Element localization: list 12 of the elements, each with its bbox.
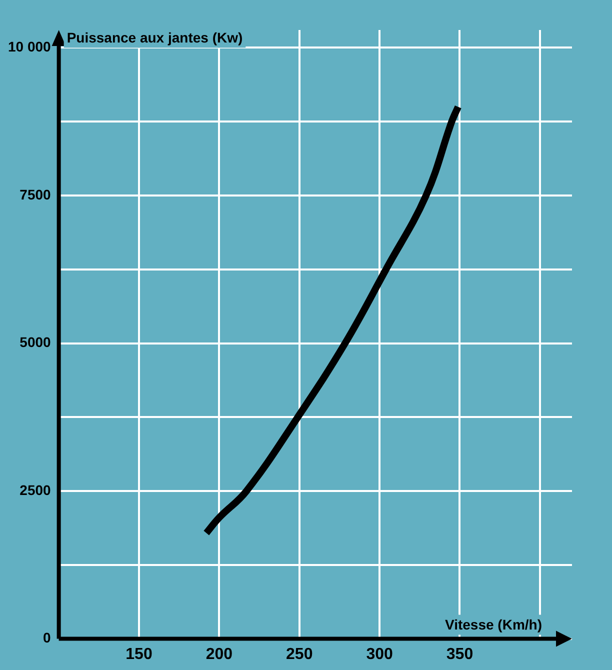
y-axis-title: Puissance aux jantes (Kw): [66, 30, 243, 46]
x-tick-label: 300: [366, 646, 394, 663]
x-tick-label: 350: [446, 646, 474, 663]
y-tick-label: 5000: [20, 334, 52, 350]
y-tick-label: 7500: [20, 186, 52, 202]
x-tick-label: 250: [286, 646, 313, 663]
y-tick-label: 10 000: [8, 38, 52, 55]
y-tick-label: 0: [43, 630, 52, 646]
x-tick-label: 150: [126, 646, 152, 663]
y-tick-label: 2500: [20, 482, 52, 498]
x-tick-label: 200: [206, 646, 233, 663]
x-axis-title: Vitesse (Km/h): [445, 616, 542, 633]
